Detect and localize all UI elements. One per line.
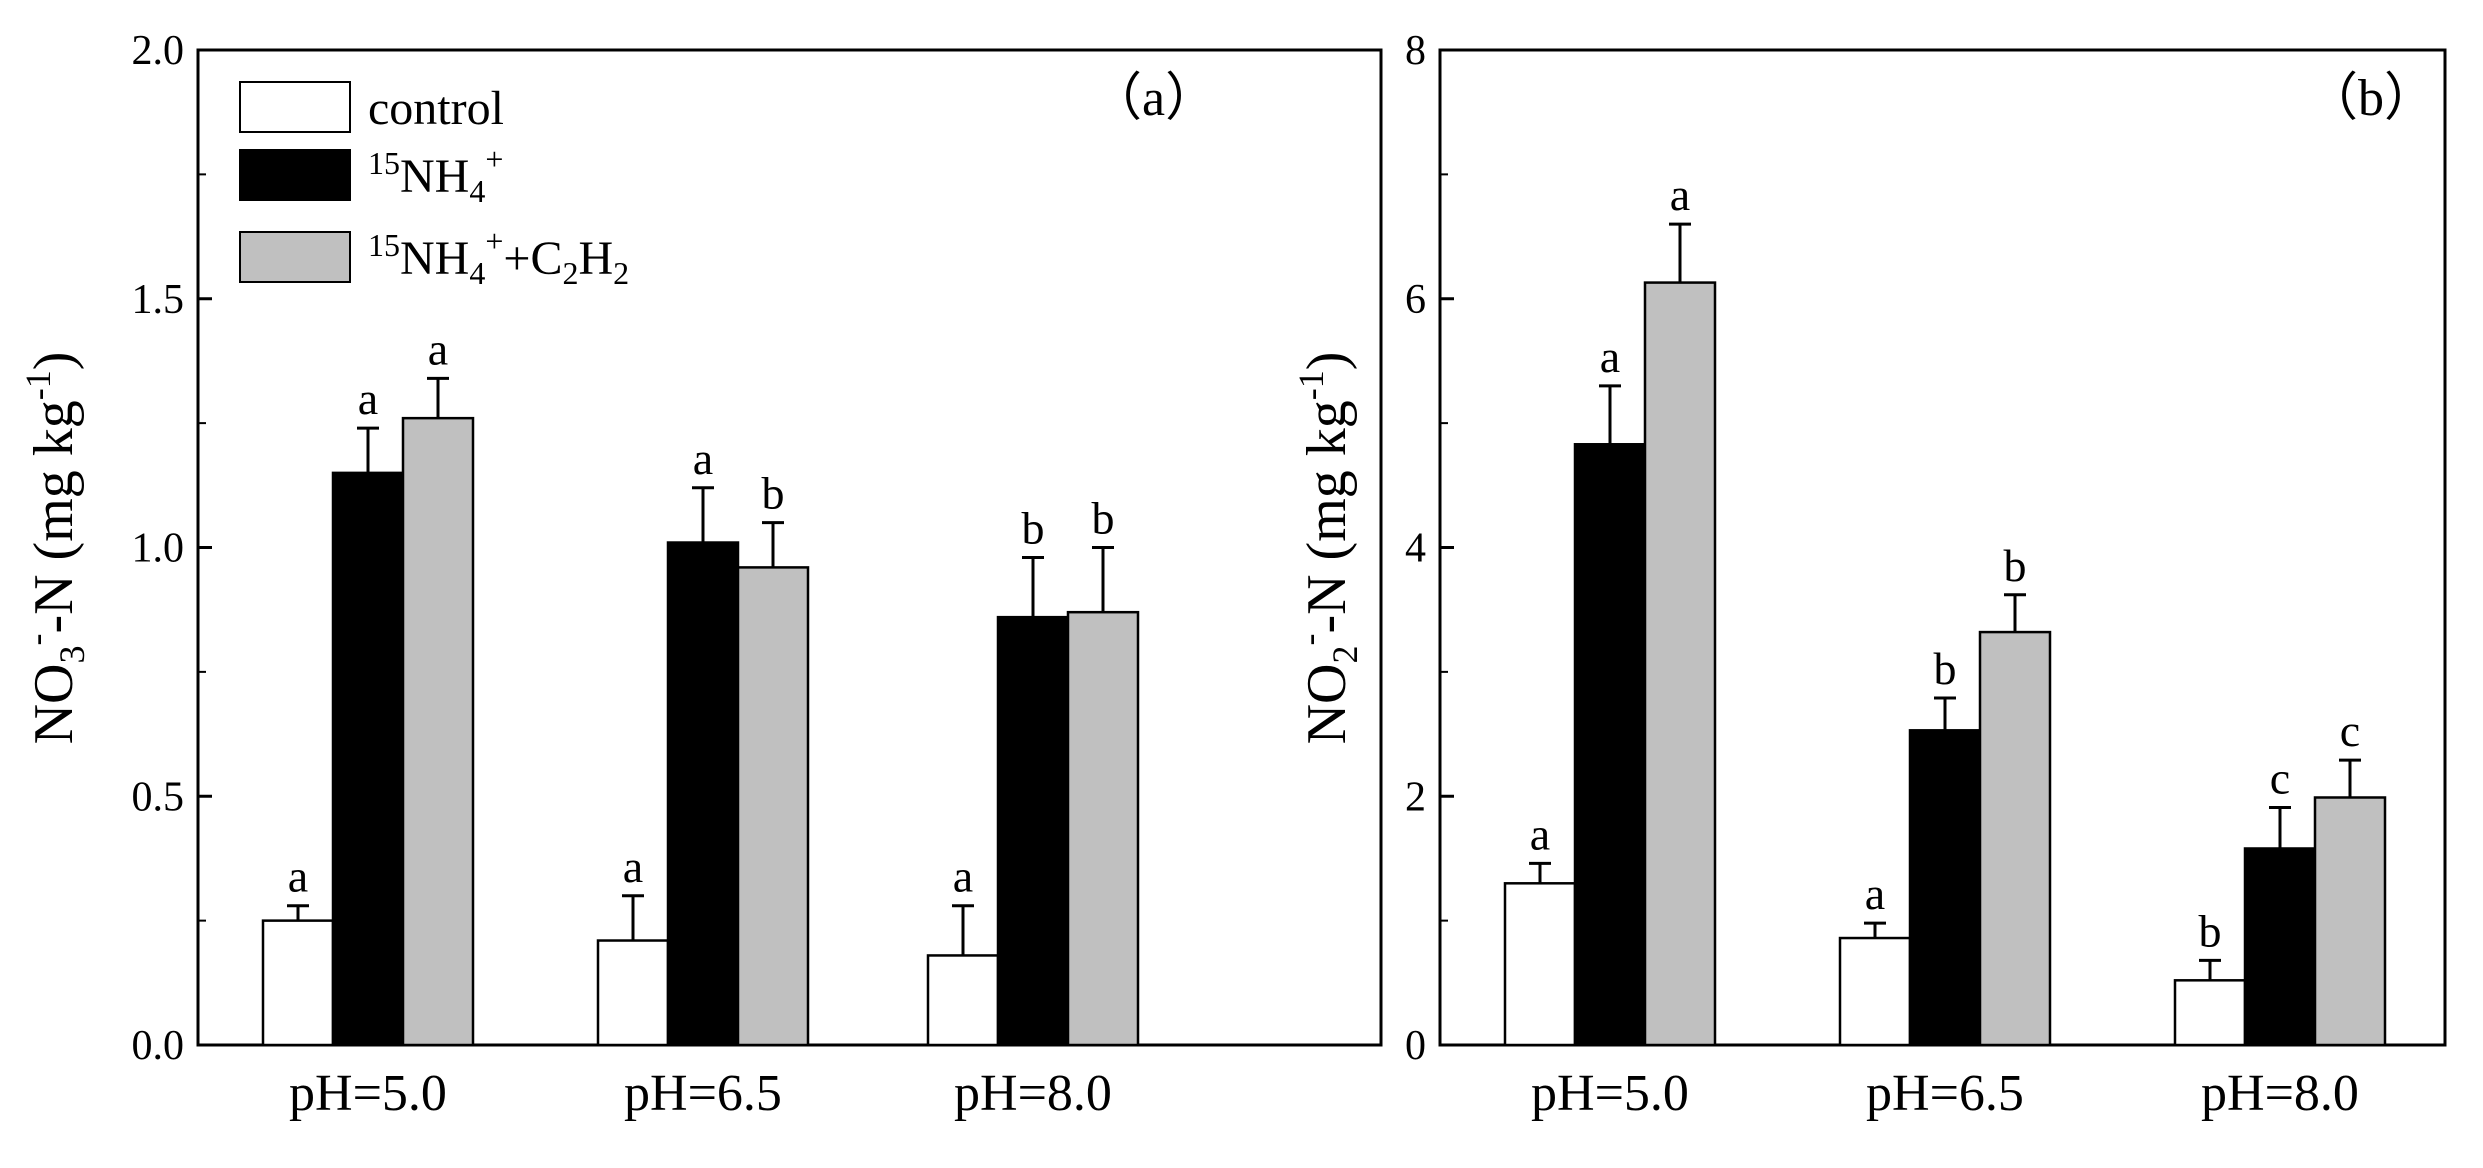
panel-a-bar-nh4-c2h2 bbox=[401, 416, 475, 1047]
panel-b-y-axis-label: NO2--N (mg kg-1) bbox=[1289, 352, 1365, 745]
panel-a-bar-control bbox=[926, 954, 1000, 1047]
panel-b-significance-letter: b bbox=[2199, 905, 2222, 956]
panel-b-bar-control bbox=[1838, 936, 1912, 1047]
panel-b-significance-letter: b bbox=[1934, 643, 1957, 694]
legend-swatch-15nh4-c2h2 bbox=[239, 231, 351, 283]
panel-a-significance-letter: a bbox=[623, 841, 643, 892]
panel-a-x-category-label: pH=5.0 bbox=[289, 1065, 447, 1122]
panel-a-bar-nh4-c2h2 bbox=[736, 566, 810, 1047]
panel-b-label: （b） bbox=[2306, 70, 2436, 127]
panel-b-x-category-label: pH=6.5 bbox=[1866, 1065, 2024, 1122]
panel-a-significance-letter: a bbox=[693, 433, 713, 484]
panel-b-bar-nh4 bbox=[1573, 443, 1647, 1047]
panel-a-y-axis-label: NO3--N (mg kg-1) bbox=[16, 352, 92, 745]
panel-b-significance-letter: a bbox=[1530, 808, 1550, 859]
panel-b-y-tick-label: 6 bbox=[1405, 277, 1426, 323]
panel-a-y-tick-label: 1.5 bbox=[132, 277, 185, 323]
legend-label-15nh4-c2h2: 15NH4++C2H2 bbox=[368, 223, 629, 291]
panel-b-significance-letter: a bbox=[1600, 331, 1620, 382]
panel-a-y-tick-label: 0.0 bbox=[132, 1023, 185, 1069]
panel-b-y-tick-label: 8 bbox=[1405, 28, 1426, 74]
legend: control 15NH4+ 15NH4++C2H2 bbox=[239, 81, 629, 291]
panel-b-bar-control bbox=[2173, 979, 2247, 1047]
panel-a-bar-nh4 bbox=[996, 615, 1070, 1047]
panel-b-bar-nh4-c2h2 bbox=[2313, 796, 2387, 1047]
panel-a-y-tick-label: 0.5 bbox=[132, 774, 185, 820]
panel-a-bar-nh4-c2h2 bbox=[1066, 610, 1140, 1047]
legend-label-control: control bbox=[368, 82, 504, 135]
panel-a-x-category-label: pH=8.0 bbox=[954, 1065, 1112, 1122]
panel-a-y-tick-label: 1.0 bbox=[132, 526, 185, 572]
legend-swatch-control bbox=[239, 81, 351, 133]
panel-a-significance-letter: a bbox=[288, 851, 308, 902]
panel-b-significance-letter: a bbox=[1670, 169, 1690, 220]
panel-a-significance-letter: a bbox=[428, 323, 448, 374]
panel-b-bar-nh4-c2h2 bbox=[1643, 281, 1717, 1047]
panel-b-bar-nh4 bbox=[2243, 847, 2317, 1047]
panel-b-significance-letter: c bbox=[2340, 705, 2360, 756]
legend-label-15nh4: 15NH4+ bbox=[368, 141, 503, 209]
panel-a-bar-control bbox=[261, 919, 335, 1047]
panel-a-bar-control bbox=[596, 939, 670, 1047]
panel-b-y-tick-label: 4 bbox=[1405, 526, 1426, 572]
panel-b-chart: 0 2 4 6 8 a a a pH=5.0 a b b pH=6.5 b cc pH=8.0 （b） NO… bbox=[1289, 28, 2447, 1122]
panel-a-x-category-label: pH=6.5 bbox=[624, 1065, 782, 1122]
panel-a-significance-letter: b bbox=[762, 468, 785, 519]
legend-swatch-15nh4 bbox=[239, 149, 351, 201]
panel-b-bar-nh4-c2h2 bbox=[1978, 630, 2052, 1047]
panel-b-y-tick-label: 2 bbox=[1405, 774, 1426, 820]
panel-b-x-category-label: pH=5.0 bbox=[1531, 1065, 1689, 1122]
panel-a-y-tick-label: 2.0 bbox=[132, 28, 185, 74]
panel-a-significance-letter: a bbox=[953, 851, 973, 902]
panel-b-x-category-label: pH=8.0 bbox=[2201, 1065, 2359, 1122]
panel-b-significance-letter: c bbox=[2270, 752, 2290, 803]
panel-b-y-tick-label: 0 bbox=[1405, 1023, 1426, 1069]
panel-b-significance-letter: b bbox=[2004, 540, 2027, 591]
panel-a-significance-letter: b bbox=[1022, 502, 1045, 553]
panel-a-significance-letter: b bbox=[1092, 493, 1115, 544]
panel-b-bar-nh4 bbox=[1908, 729, 1982, 1047]
panel-b-bar-control bbox=[1503, 882, 1577, 1047]
panel-a-bar-nh4 bbox=[331, 471, 405, 1047]
panel-a-significance-letter: a bbox=[358, 373, 378, 424]
panel-a-bar-nh4 bbox=[666, 541, 740, 1047]
panel-b-significance-letter: a bbox=[1865, 868, 1885, 919]
panel-a-label: （a） bbox=[1090, 70, 1217, 127]
